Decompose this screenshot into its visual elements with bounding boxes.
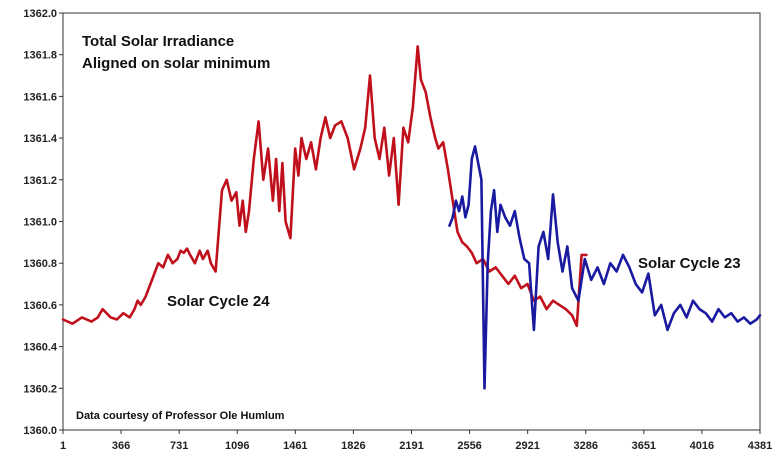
x-tick-label: 3286 [574, 440, 598, 452]
series-label-cycle-23: Solar Cycle 23 [638, 255, 741, 272]
y-axis: 1360.0 1360.2 1360.4 1360.6 1360.8 1361.0 1361… [23, 8, 63, 437]
y-tick-label: 1360.4 [23, 342, 58, 354]
x-axis: 1 366 731 1096 1461 1826 2191 2556 2921 3286 3651 4… [60, 430, 772, 452]
series-layer [61, 45, 762, 390]
x-tick-label: 366 [112, 440, 130, 452]
chart-title-line-2: Aligned on solar minimum [82, 55, 270, 72]
x-tick-label: 1096 [225, 440, 249, 452]
y-tick-label: 1361.4 [23, 133, 58, 145]
y-tick-label: 1362.0 [23, 8, 57, 20]
chart-title-line-1: Total Solar Irradiance [82, 33, 234, 50]
credit-note: Data courtesy of Professor Ole Humlum [76, 410, 285, 422]
y-tick-label: 1360.6 [23, 300, 57, 312]
x-tick-label: 2921 [515, 440, 539, 452]
y-tick-label: 1360.0 [23, 425, 57, 437]
plot-area [62, 12, 761, 431]
y-tick-label: 1360.8 [23, 258, 57, 270]
x-tick-label: 731 [170, 440, 188, 452]
y-tick-label: 1361.8 [23, 50, 57, 62]
x-tick-label: 3651 [632, 440, 656, 452]
x-tick-label: 2191 [399, 440, 423, 452]
x-tick-label: 1826 [341, 440, 365, 452]
x-tick-label: 4381 [748, 440, 772, 452]
x-tick-label: 1 [60, 440, 66, 452]
series-line-solar-cycle-23 [448, 145, 762, 390]
series-label-cycle-24: Solar Cycle 24 [167, 293, 270, 310]
y-tick-label: 1361.0 [23, 217, 57, 229]
y-tick-label: 1361.2 [23, 175, 57, 187]
x-tick-label: 2556 [457, 440, 481, 452]
y-tick-label: 1360.2 [23, 383, 57, 395]
x-tick-label: 1461 [283, 440, 307, 452]
y-tick-label: 1361.6 [23, 91, 57, 103]
series-line-solar-cycle-24 [61, 45, 588, 328]
x-tick-label: 4016 [690, 440, 714, 452]
